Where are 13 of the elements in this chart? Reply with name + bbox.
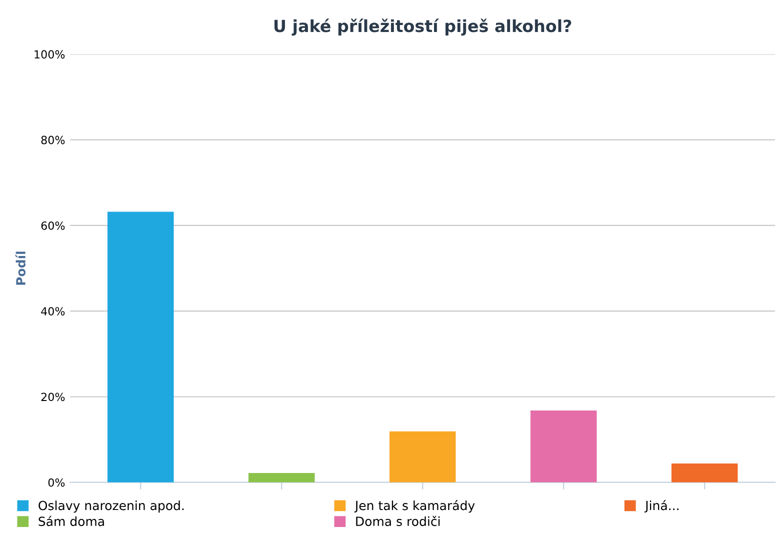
legend-label: Oslavy narozenin apod.	[38, 500, 184, 513]
y-tick-label: 80%	[41, 136, 65, 144]
y-tick-label: 60%	[41, 221, 65, 230]
y-tick-label: 100%	[34, 50, 65, 59]
y-tick-label: 0%	[48, 478, 65, 487]
y-tick-label: 20%	[41, 392, 65, 402]
legend-label: Doma s rodiči	[356, 516, 440, 526]
y-axis-title: Podíl	[15, 252, 26, 285]
chart-title: U jaké příležitostí piješ alkohol?	[274, 18, 572, 36]
legend-label: Sám doma	[38, 516, 104, 526]
legend-label: Jiná...	[644, 500, 678, 513]
legend-label: Jen tak s kamarády	[354, 500, 475, 513]
y-tick-label: 40%	[41, 307, 65, 316]
